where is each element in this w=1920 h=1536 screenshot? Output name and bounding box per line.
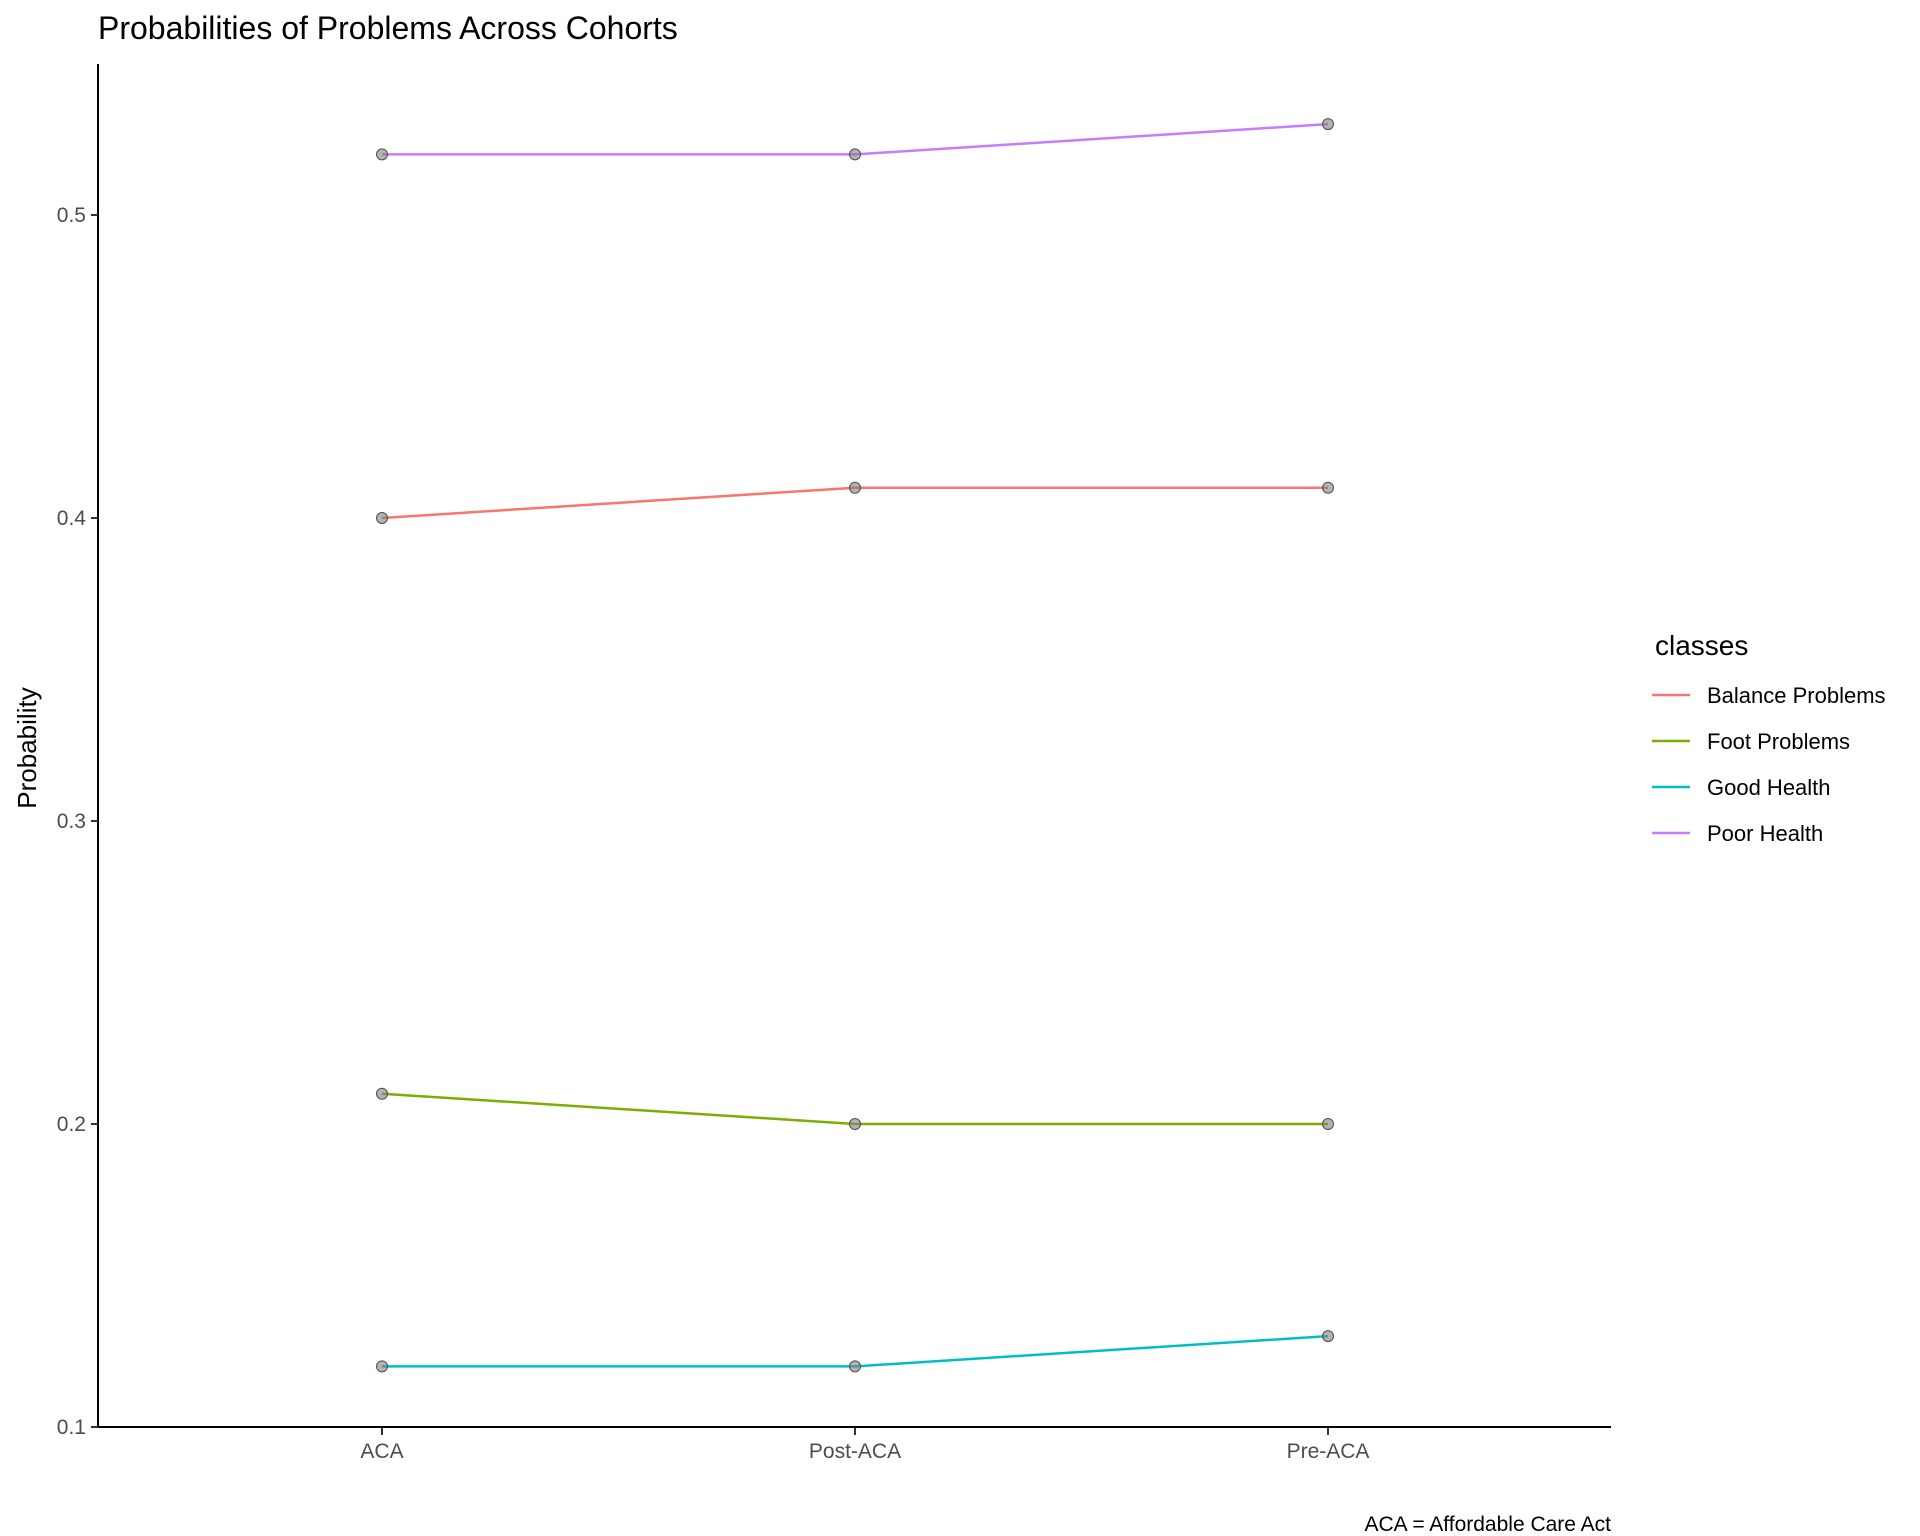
y-tick-label: 0.4 (57, 507, 87, 530)
legend-title: classes (1655, 630, 1748, 661)
data-point (1322, 1330, 1334, 1343)
data-point (376, 1087, 388, 1100)
legend-label: Poor Health (1707, 821, 1823, 846)
legend: classes Balance Problems Foot Problems Goo… (1652, 630, 1886, 846)
data-point (849, 1118, 861, 1130)
legend-label: Good Health (1707, 775, 1831, 800)
data-point (849, 481, 861, 494)
data-point (849, 1360, 861, 1373)
chart-caption: ACA = Affordable Care Act (1364, 1513, 1611, 1536)
data-point (1322, 118, 1334, 131)
y-tick-label: 0.5 (57, 204, 86, 227)
y-tick-label: 0.3 (57, 810, 86, 833)
data-point (376, 1360, 388, 1373)
series-points (376, 118, 1334, 1373)
y-axis-ticks: 0.1 0.2 0.3 0.4 0.5 (57, 204, 98, 1439)
data-point (849, 148, 861, 161)
legend-label: Balance Problems (1707, 683, 1886, 708)
x-tick-label: ACA (360, 1440, 403, 1463)
data-point (1322, 1118, 1334, 1130)
y-axis-title: Probability (12, 687, 42, 808)
chart-title: Probabilities of Problems Across Cohorts (98, 10, 678, 46)
x-tick-label: Post-ACA (809, 1440, 901, 1463)
x-axis-ticks: ACA Post-ACA Pre-ACA (360, 1428, 1369, 1463)
x-tick-label: Pre-ACA (1287, 1440, 1370, 1463)
data-point (1322, 481, 1334, 494)
data-point (376, 148, 388, 161)
data-point (376, 512, 388, 524)
series-lines (381, 122, 1329, 1368)
y-tick-label: 0.2 (57, 1113, 86, 1136)
y-tick-label: 0.1 (57, 1416, 86, 1439)
legend-label: Foot Problems (1707, 729, 1850, 754)
